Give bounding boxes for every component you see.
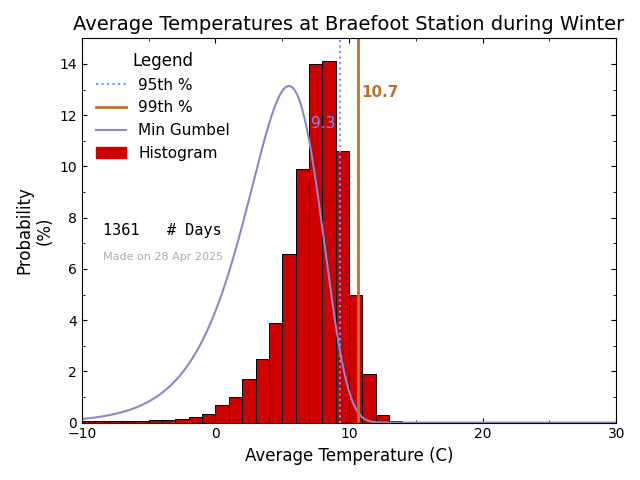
Bar (349, 295, 362, 422)
Bar (255, 359, 269, 422)
Bar (122, 421, 135, 422)
Bar (202, 414, 216, 422)
Title: Average Temperatures at Braefoot Station during Winter: Average Temperatures at Braefoot Station… (74, 15, 625, 34)
Text: 9.3: 9.3 (311, 116, 336, 131)
Bar (175, 419, 189, 422)
Bar (296, 169, 309, 422)
Y-axis label: Probability
(%): Probability (%) (15, 187, 54, 275)
Bar (162, 420, 175, 422)
Text: Made on 28 Apr 2025: Made on 28 Apr 2025 (103, 252, 223, 262)
Bar (376, 415, 389, 422)
Bar (68, 421, 82, 422)
Legend: 95th %, 99th %, Min Gumbel, Histogram: 95th %, 99th %, Min Gumbel, Histogram (90, 46, 236, 167)
Bar (82, 421, 95, 422)
Bar (389, 421, 403, 422)
Bar (242, 379, 255, 422)
Bar (336, 151, 349, 422)
Text: 1361   # Days: 1361 # Days (103, 223, 222, 238)
Text: 10.7: 10.7 (361, 85, 399, 100)
Bar (269, 323, 282, 422)
Bar (148, 420, 162, 422)
Bar (109, 421, 122, 422)
Bar (282, 253, 296, 422)
Bar (309, 64, 323, 422)
Bar (189, 418, 202, 422)
Bar (135, 421, 148, 422)
Bar (216, 405, 229, 422)
X-axis label: Average Temperature (C): Average Temperature (C) (244, 447, 453, 465)
Bar (95, 421, 109, 422)
Bar (229, 397, 242, 422)
Bar (362, 374, 376, 422)
Bar (323, 61, 336, 422)
